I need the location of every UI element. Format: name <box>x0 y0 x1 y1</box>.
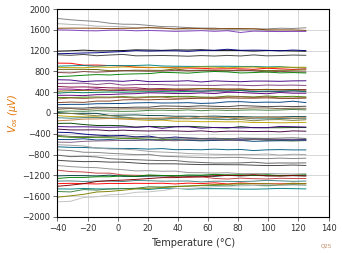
Text: Q25: Q25 <box>320 244 332 249</box>
Y-axis label: $V_{os}$ (µV): $V_{os}$ (µV) <box>5 93 19 133</box>
X-axis label: Temperature (°C): Temperature (°C) <box>151 239 235 248</box>
